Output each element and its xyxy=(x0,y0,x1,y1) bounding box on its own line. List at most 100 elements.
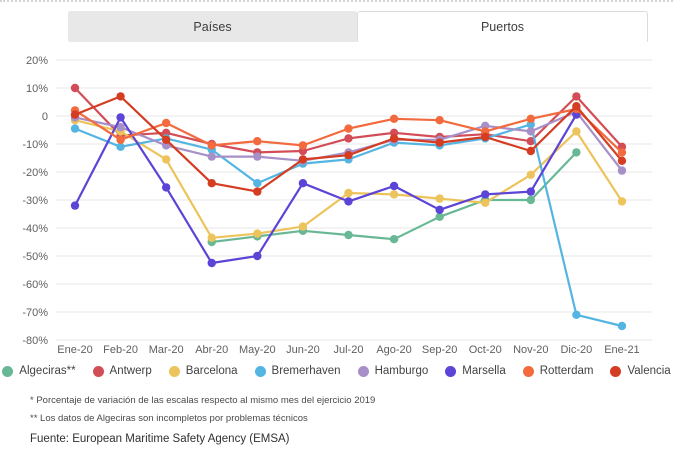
series-rotterdam xyxy=(70,104,627,157)
data-point xyxy=(344,134,353,143)
data-point xyxy=(617,321,627,331)
data-point xyxy=(617,197,627,206)
y-axis-tick-label: -20% xyxy=(22,167,48,179)
chart-footnotes: * Porcentaje de variación de las escalas… xyxy=(30,395,673,445)
legend-label: Valencia xyxy=(627,365,671,377)
x-axis-tick-label: Jul-20 xyxy=(333,344,363,356)
data-point xyxy=(572,102,581,111)
legend-label: Rotterdam xyxy=(539,365,594,377)
data-point xyxy=(435,212,444,221)
legend-label: Antwerp xyxy=(109,365,152,377)
y-axis-tick-label: 10% xyxy=(26,83,48,95)
data-point xyxy=(298,222,308,231)
data-point xyxy=(389,181,399,191)
data-point xyxy=(481,190,490,199)
data-point xyxy=(161,155,171,164)
data-point xyxy=(207,258,216,268)
data-point xyxy=(526,146,535,156)
data-point xyxy=(572,148,581,157)
data-point xyxy=(70,201,80,210)
legend-item-hamburgo: Hamburgo xyxy=(357,365,429,377)
legend-item-rotterdam: Rotterdam xyxy=(522,365,594,377)
y-axis-tick-label: 0 xyxy=(42,111,48,123)
data-point xyxy=(253,229,262,238)
x-axis-tick-label: May-20 xyxy=(239,344,276,356)
legend-item-antwerp: Antwerp xyxy=(92,365,152,377)
y-axis-tick-label: -50% xyxy=(22,251,48,263)
data-point xyxy=(298,141,308,150)
ports-variation-line-chart: 20% 10% 0 -10% -20% -30% -40% -50% -60% -70% -80% E… xyxy=(22,55,652,356)
y-axis-tick-label: 20% xyxy=(26,55,48,67)
data-point xyxy=(70,83,80,93)
legend-label: Hamburgo xyxy=(374,365,429,377)
series-valencia xyxy=(70,92,627,196)
data-point xyxy=(116,92,125,101)
legend-color-dot xyxy=(92,365,104,377)
legend-label: Marsella xyxy=(462,365,506,377)
legend-color-dot xyxy=(445,365,457,377)
legend-color-dot xyxy=(357,365,369,377)
data-point xyxy=(526,127,535,136)
data-point xyxy=(526,170,535,179)
legend-item-barcelona: Barcelona xyxy=(168,365,238,377)
data-point xyxy=(116,123,125,132)
data-point xyxy=(389,134,399,143)
data-point xyxy=(253,251,262,261)
data-point xyxy=(207,233,216,242)
data-point xyxy=(161,118,171,128)
source-attribution: Fuente: European Maritime Safety Agency … xyxy=(30,433,290,445)
x-axis-tick-label: Jun-20 xyxy=(286,344,320,356)
data-point xyxy=(435,138,444,147)
x-axis-tick-label: Feb-20 xyxy=(103,344,138,356)
data-point xyxy=(572,310,581,319)
data-point xyxy=(207,179,216,188)
x-axis-tick-label: Ene-20 xyxy=(57,344,92,356)
x-axis-tick-label: Nov-20 xyxy=(513,344,548,356)
tab-puertos[interactable]: Puertos xyxy=(357,11,648,42)
series-barcelona xyxy=(70,116,627,242)
data-point xyxy=(617,156,627,165)
data-point xyxy=(617,148,627,157)
data-point xyxy=(253,137,262,146)
data-point xyxy=(526,137,535,146)
data-point xyxy=(70,110,80,119)
legend-item-valencia: Valencia xyxy=(610,365,671,377)
data-point xyxy=(161,135,171,144)
data-point xyxy=(116,135,125,144)
legend-color-dot xyxy=(610,365,622,377)
legend-color-dot xyxy=(254,365,266,377)
legend-color-dot xyxy=(2,365,14,377)
data-point xyxy=(572,127,581,136)
data-point xyxy=(389,190,399,199)
legend-label: Algeciras** xyxy=(19,365,76,377)
data-point xyxy=(116,113,125,122)
legend-color-dot xyxy=(168,365,180,377)
chart-legend: Algeciras** Antwerp Barcelona Bremerhaven Ha… xyxy=(0,365,673,377)
legend-label: Barcelona xyxy=(185,365,238,377)
data-point xyxy=(526,187,535,196)
x-axis-tick-label: Dic-20 xyxy=(560,344,592,356)
y-axis-tick-label: -40% xyxy=(22,223,48,235)
data-point xyxy=(207,152,216,161)
x-axis-tick-label: Ago-20 xyxy=(376,344,411,356)
x-axis-tick-label: Ene-21 xyxy=(604,344,639,356)
y-axis-tick-label: -60% xyxy=(22,279,48,291)
data-point xyxy=(116,142,125,151)
line-chart-area: 20% 10% 0 -10% -20% -30% -40% -50% -60% -70% -80% E… xyxy=(0,46,673,361)
data-point xyxy=(389,235,399,244)
data-point xyxy=(298,179,308,188)
y-axis-tick-label: -80% xyxy=(22,335,48,347)
x-axis-tick-label: Abr-20 xyxy=(195,344,228,356)
data-point xyxy=(253,179,262,188)
data-point xyxy=(344,188,353,198)
data-point xyxy=(526,195,535,205)
legend-item-bremerhaven: Bremerhaven xyxy=(254,365,341,377)
data-point xyxy=(344,230,353,240)
footnote-asterisk: * Porcentaje de variación de las escalas… xyxy=(30,395,376,406)
data-point xyxy=(298,155,308,164)
data-point xyxy=(253,152,262,161)
tab-paises[interactable]: Países xyxy=(68,11,357,42)
data-point xyxy=(389,114,399,124)
legend-color-dot xyxy=(522,365,534,377)
x-axis-tick-label: Sep-20 xyxy=(422,344,457,356)
